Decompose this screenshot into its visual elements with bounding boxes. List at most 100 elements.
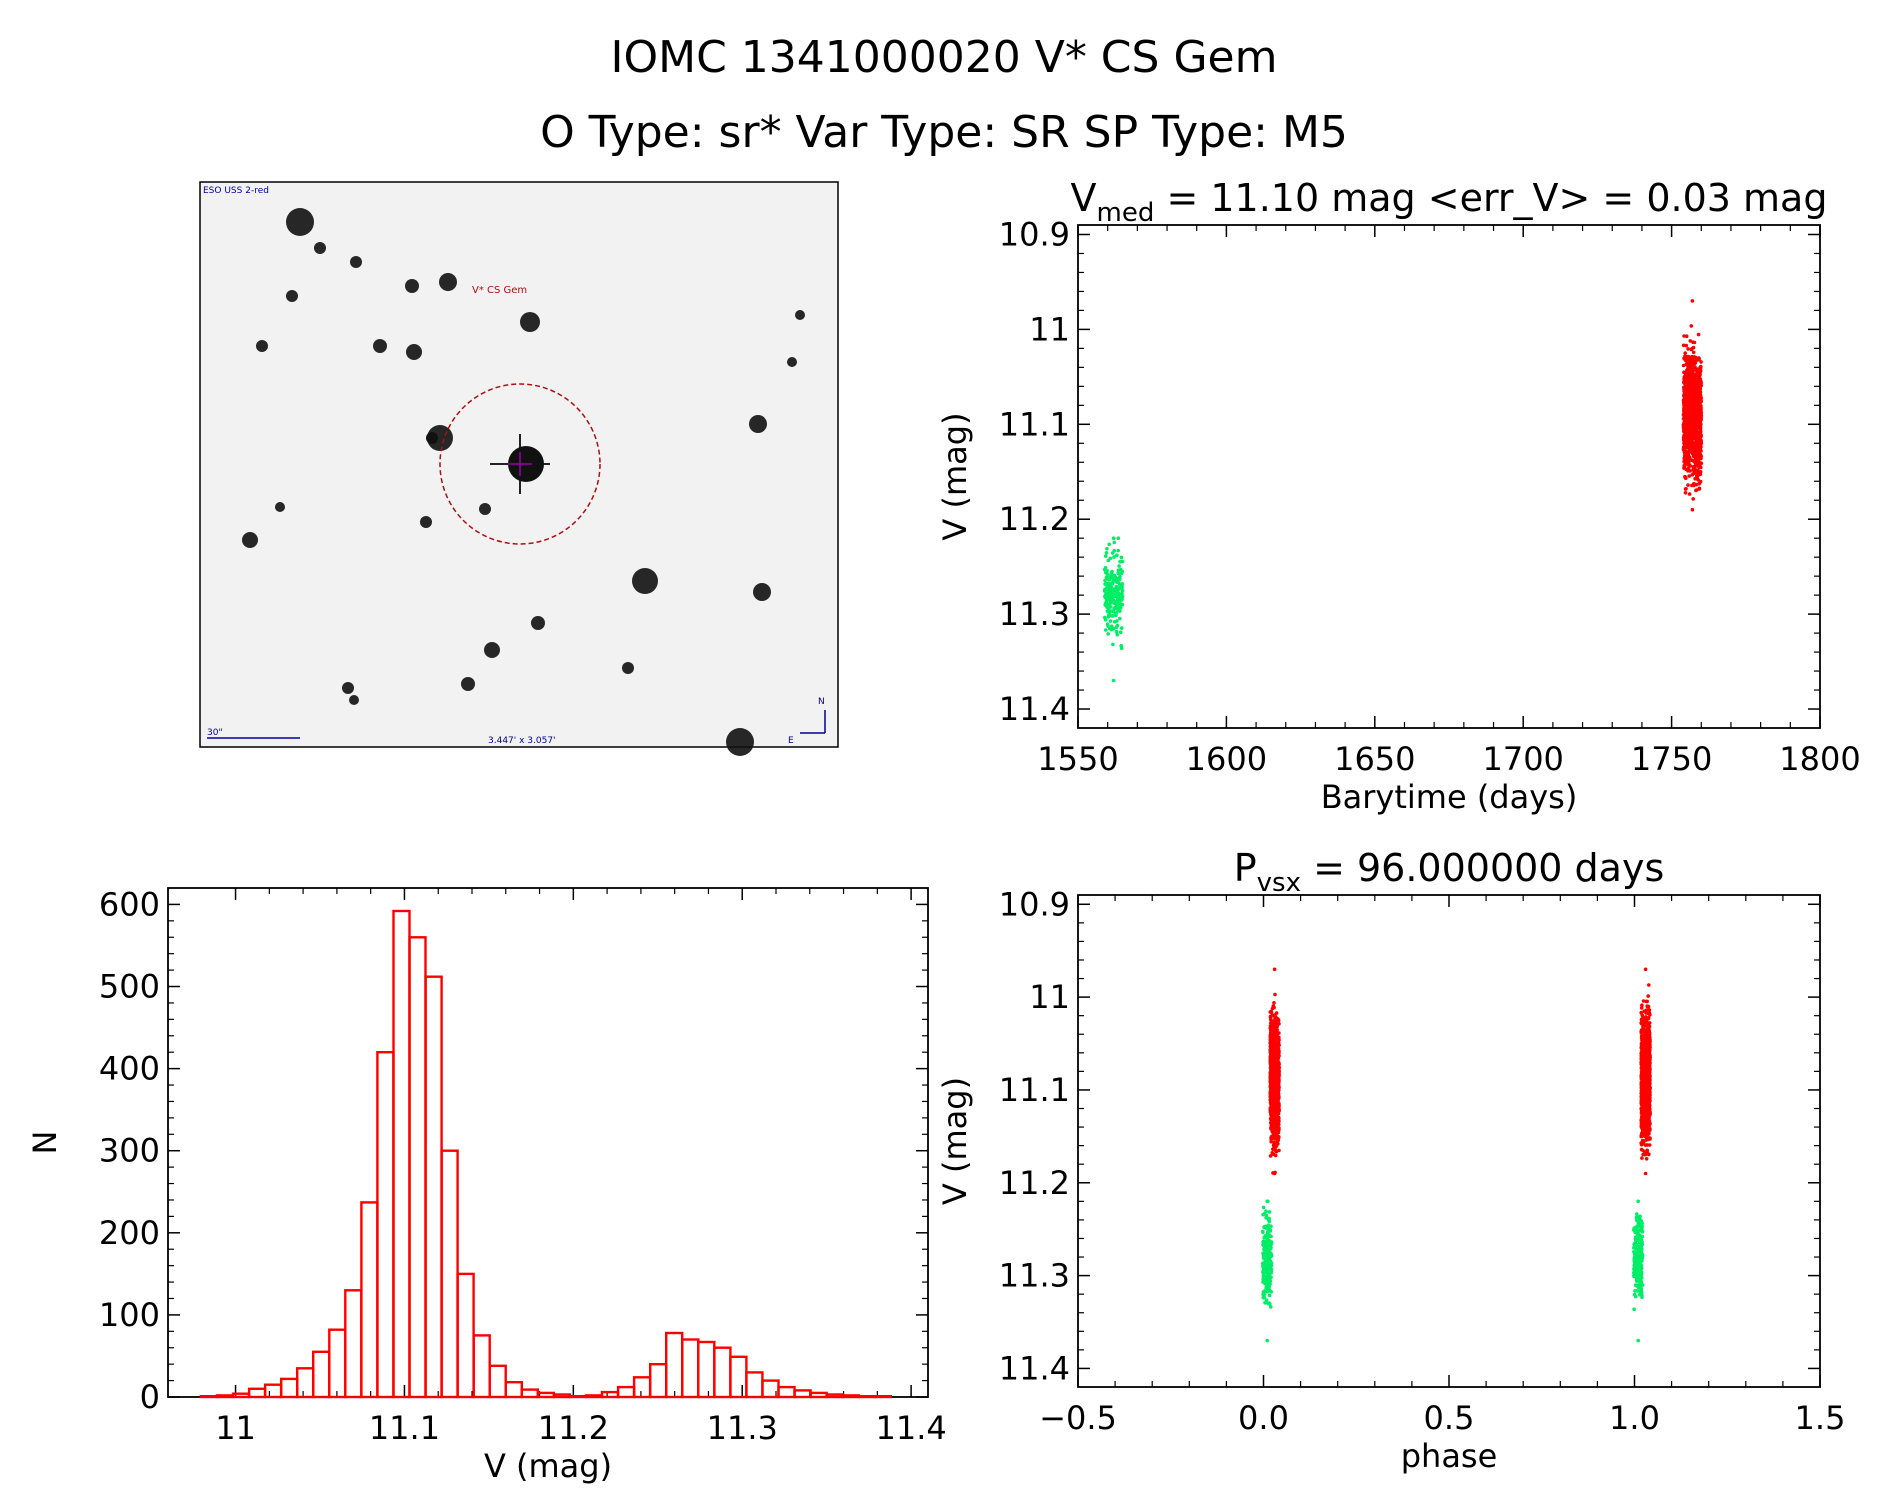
data-point (1265, 1278, 1269, 1282)
data-point (1692, 340, 1697, 345)
data-point (1119, 626, 1124, 630)
data-point (1692, 397, 1696, 402)
data-point (1682, 401, 1687, 405)
x-tick-label: 1550 (1037, 740, 1118, 778)
data-point (1645, 1122, 1649, 1127)
data-point (1269, 1051, 1273, 1056)
histogram-bar (552, 1393, 572, 1399)
x-tick-label: 11 (215, 1409, 256, 1447)
data-point (1277, 1051, 1281, 1056)
plot-frame (1077, 224, 1821, 729)
data-point (1642, 1065, 1647, 1070)
data-point (1697, 425, 1702, 430)
data-point (1275, 1102, 1280, 1106)
data-point (1646, 994, 1650, 998)
data-point (1688, 464, 1693, 468)
data-point (1268, 1105, 1273, 1110)
finder-scale-label: 30" (207, 728, 223, 738)
finder-star (350, 256, 362, 268)
histogram-bar (873, 1394, 892, 1399)
x-tick-label: 1750 (1631, 740, 1712, 778)
data-point (1268, 1154, 1273, 1158)
data-point (1643, 1024, 1647, 1028)
data-point (1275, 1055, 1280, 1060)
histogram-bar (520, 1388, 539, 1399)
data-point (1691, 350, 1696, 355)
data-point (1262, 1235, 1266, 1240)
data-point (1697, 384, 1702, 388)
data-point (1686, 423, 1690, 427)
data-point (1269, 1043, 1273, 1048)
data-point (1112, 601, 1116, 605)
data-point (1642, 1052, 1647, 1056)
data-point (1684, 334, 1689, 339)
finder-star (484, 642, 500, 658)
data-point (1696, 374, 1700, 378)
data-point (1683, 414, 1687, 418)
histogram-bar (697, 1340, 716, 1399)
data-point (1108, 556, 1113, 561)
data-point (1116, 548, 1120, 553)
data-point (1277, 1031, 1281, 1035)
data-point (1683, 382, 1687, 387)
data-point (1684, 392, 1688, 397)
data-point (1692, 373, 1696, 378)
data-point (1643, 967, 1648, 972)
data-point (1640, 1283, 1645, 1287)
histogram-bar (681, 1338, 700, 1399)
data-point (1114, 577, 1118, 581)
data-point (1266, 1242, 1271, 1247)
data-point (1648, 1043, 1652, 1048)
data-point (1695, 376, 1699, 381)
data-point (1689, 422, 1694, 427)
y-tick-label: 500 (99, 968, 160, 1006)
data-point (1693, 365, 1697, 369)
data-point (1692, 454, 1696, 459)
data-point (1108, 601, 1113, 605)
data-point (1640, 1293, 1644, 1297)
data-point (1688, 408, 1692, 413)
data-point (1683, 374, 1688, 379)
data-point (1641, 1060, 1645, 1065)
finder-star (256, 340, 268, 352)
data-point (1108, 594, 1112, 598)
data-point (1269, 1267, 1274, 1272)
y-tick-label: 600 (99, 885, 160, 923)
data-point (1271, 1152, 1276, 1157)
data-point (1644, 999, 1649, 1004)
histogram-bar (408, 936, 427, 1399)
data-point (1691, 345, 1696, 350)
histogram-bar (568, 1394, 588, 1399)
data-point (1103, 582, 1107, 586)
data-point (1105, 609, 1110, 614)
data-point (1688, 339, 1693, 343)
histogram-bar (649, 1362, 668, 1399)
data-point (1266, 1231, 1270, 1235)
data-point (1276, 1069, 1281, 1073)
data-point (1697, 440, 1701, 444)
histogram-bar (312, 1350, 331, 1399)
data-point (1640, 1242, 1645, 1247)
data-point (1116, 601, 1120, 606)
x-axis-label: phase (1401, 1437, 1498, 1475)
histogram-bar (584, 1394, 604, 1399)
data-point (1113, 588, 1118, 592)
data-point (1267, 1216, 1271, 1221)
data-point (1695, 384, 1699, 389)
data-point (1646, 1046, 1650, 1050)
y-tick-label: 11.1 (999, 405, 1070, 443)
data-point (1274, 1127, 1279, 1132)
data-point (1683, 459, 1688, 464)
x-tick-label: 0.5 (1424, 1399, 1475, 1437)
data-point (1273, 1014, 1277, 1019)
target-aperture-circle (439, 383, 601, 545)
data-point (1104, 571, 1108, 575)
finder-star (405, 279, 419, 293)
data-point (1698, 479, 1703, 484)
y-tick-label: 11.1 (999, 1071, 1070, 1109)
histogram-bar (809, 1391, 828, 1399)
data-point (1682, 397, 1686, 401)
data-point (1689, 324, 1694, 328)
data-point (1683, 474, 1687, 479)
data-point (1682, 421, 1686, 426)
